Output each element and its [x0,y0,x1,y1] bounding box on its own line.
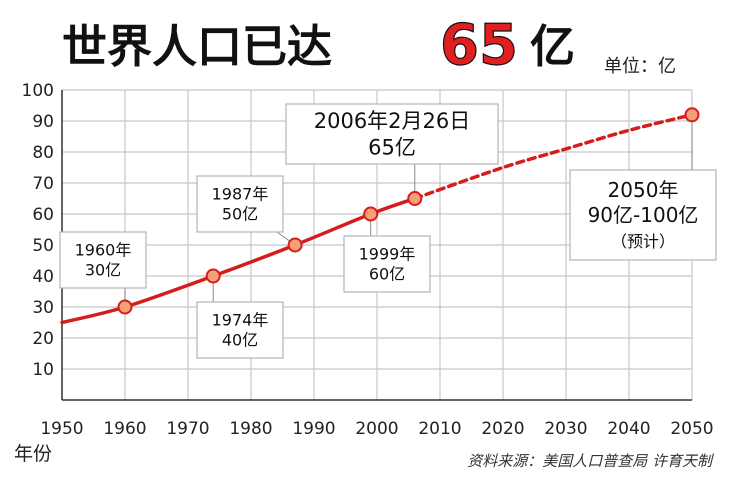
title-suffix: 亿 [530,20,575,73]
y-tick-label-80: 80 [32,143,54,163]
callout-box [196,175,284,233]
y-tick-label-60: 60 [32,205,54,225]
marker-1987 [287,237,303,253]
callout-text: 1999年 [359,245,416,264]
callout-text: 1974年 [212,311,269,330]
x-tick-label-2020: 2020 [481,419,524,439]
marker-2006 [407,191,423,206]
callout-text: 2006年2月26日 [314,109,471,133]
y-tick-label-20: 20 [32,329,54,349]
callout-text: 90亿-100亿 [588,203,699,227]
callout-text: 60亿 [369,265,405,284]
title-number: 65 [440,13,518,78]
y-tick-label-100: 100 [22,81,54,101]
callout-box [285,103,499,165]
callout-box [569,169,717,261]
x-tick-label-2010: 2010 [418,419,461,439]
callout-box [343,235,431,293]
x-tick-label-2050: 2050 [670,419,713,439]
y-tick-label-70: 70 [32,174,54,194]
callout-box [59,231,147,289]
callout-text: 2050年 [608,178,679,202]
y-tick-label-90: 90 [32,112,54,132]
y-tick-label-50: 50 [32,236,54,256]
y-tick-label-40: 40 [32,267,54,287]
callout-text: 50亿 [222,205,258,224]
marker-1960 [117,299,133,315]
x-tick-label-1990: 1990 [292,419,335,439]
callout-text: （预计） [611,232,675,251]
title-prefix: 世界人口已达 [62,20,332,73]
x-tick-label-2040: 2040 [607,419,650,439]
callout-text: 65亿 [368,135,416,159]
callout-text: 30亿 [85,261,121,280]
x-tick-label-2000: 2000 [355,419,398,439]
source-note: 资料来源：美国人口普查局 许育天制 [467,452,715,470]
callout-box [196,301,284,359]
data-markers [117,107,700,315]
marker-2050 [684,107,700,123]
y-tick-label-10: 10 [32,360,54,380]
callout-text: 1987年 [212,185,269,204]
chart-title: 世界人口已达 65 亿 [62,12,575,78]
unit-label: 单位：亿 [604,56,676,77]
marker-1974 [205,268,221,284]
x-tick-label-1980: 1980 [229,419,272,439]
callout-text: 40亿 [222,331,258,350]
x-tick-label-1970: 1970 [166,419,209,439]
x-tick-label-1960: 1960 [103,419,146,439]
x-tick-label-1950: 1950 [40,419,83,439]
callout-text: 1960年 [75,241,132,260]
marker-1999 [363,206,379,222]
series-line-dashed [413,113,694,201]
axes: 1950 1960 1970 1980 1990 2000 2010 2020 2030 2040… [22,81,714,439]
x-tick-label-2030: 2030 [544,419,587,439]
x-axis-label: 年份 [14,443,52,465]
y-tick-label-30: 30 [32,298,54,318]
